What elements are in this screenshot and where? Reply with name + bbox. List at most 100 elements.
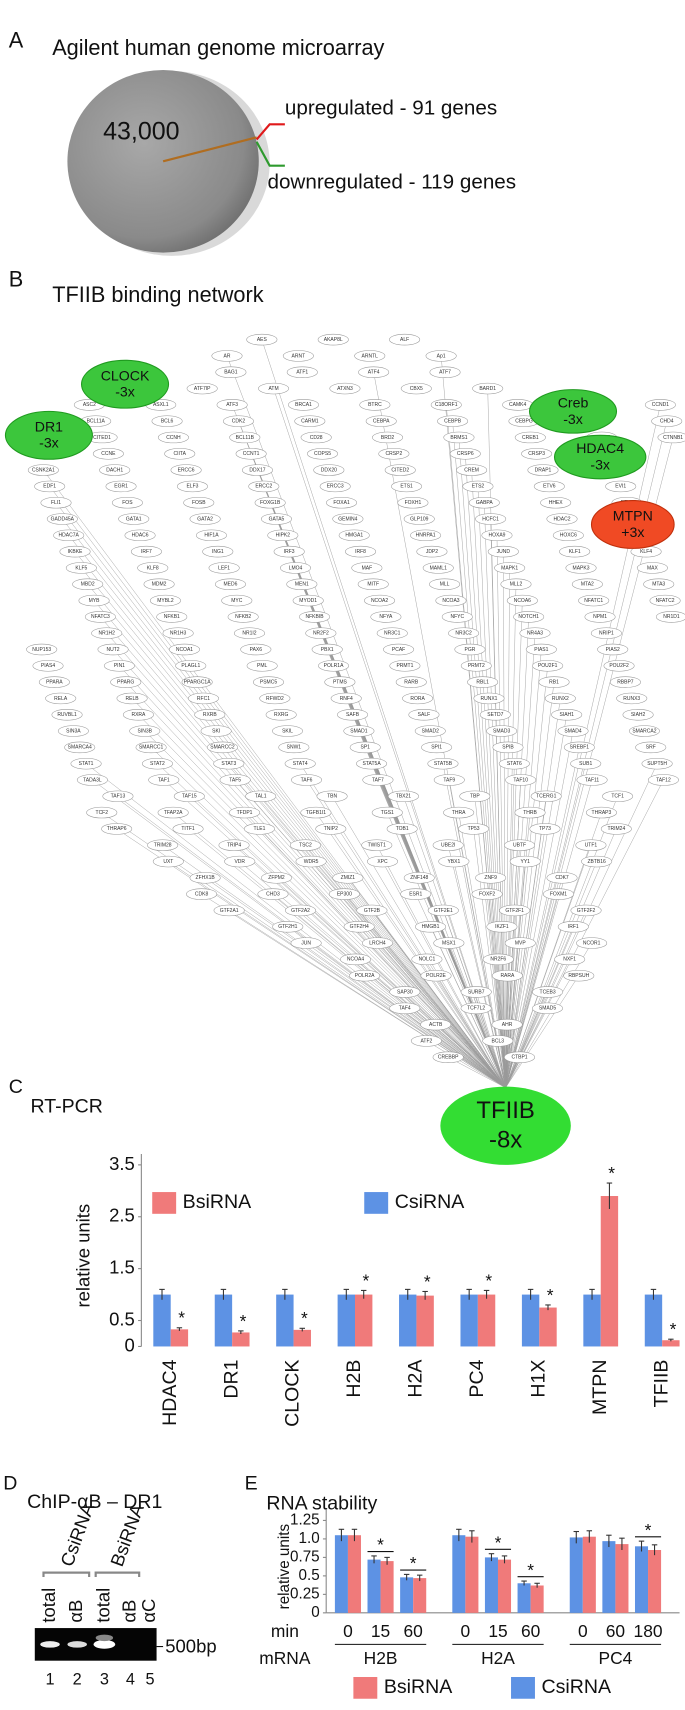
- node-label: HDAC2: [554, 516, 571, 522]
- node-label: SKIL: [282, 728, 293, 734]
- panel-title: RNA stability: [266, 1492, 377, 1514]
- edge: [331, 796, 506, 1088]
- edge: [300, 763, 506, 1088]
- node-label: JUN: [301, 940, 311, 946]
- node-label: POLR2E: [426, 973, 446, 979]
- node: [644, 399, 676, 411]
- node: [272, 725, 304, 737]
- node-label: TNIP2: [324, 826, 338, 832]
- node-label: CHD3: [266, 891, 280, 897]
- node: [481, 529, 513, 542]
- bar: [452, 1535, 466, 1613]
- edge: [435, 975, 506, 1088]
- legend-label: CsiRNA: [541, 1676, 612, 1698]
- node-label: COPS5: [314, 451, 331, 457]
- bracket: [42, 1571, 91, 1577]
- node: [361, 839, 393, 851]
- node-label: POU2F1: [538, 663, 558, 669]
- node: [38, 676, 70, 688]
- node-label: ETS1: [400, 484, 413, 490]
- node: [216, 399, 248, 411]
- node: [475, 513, 507, 525]
- edge: [505, 584, 517, 1088]
- node-label: ATF7: [439, 370, 451, 376]
- node-label: POLR2A: [355, 973, 375, 979]
- node-label: TSC2: [299, 843, 312, 849]
- node: [194, 709, 226, 721]
- node-label: CIITA: [174, 451, 187, 457]
- node: [460, 660, 492, 672]
- significance: *: [645, 1520, 652, 1540]
- node: [291, 774, 323, 786]
- edge: [273, 388, 506, 1088]
- node-label: GTF2H4: [350, 924, 369, 930]
- node-label: ZFPM2: [268, 875, 285, 881]
- node: [332, 872, 364, 884]
- node: [430, 399, 462, 411]
- node: [479, 709, 511, 721]
- node-label: ARNT: [292, 353, 306, 359]
- node: [395, 676, 427, 688]
- node-label: NCOA3: [442, 598, 459, 604]
- center-label: TFIIB: [476, 1097, 534, 1124]
- node: [359, 399, 391, 411]
- bar: [214, 1294, 233, 1347]
- group-label: PC4: [599, 1648, 633, 1668]
- node-label: KLF1: [569, 549, 581, 555]
- edge: [505, 942, 592, 1088]
- node-label: VDR: [234, 859, 245, 865]
- node-label: RXRG: [274, 712, 289, 718]
- node-label: TLE1: [253, 826, 265, 832]
- node-label: MLL2: [510, 582, 523, 588]
- y-tick-label: 0.5: [299, 1567, 320, 1584]
- node-label: NR1I2: [242, 631, 256, 637]
- y-axis-label: relative units: [73, 1204, 94, 1308]
- down-label: downregulated - 119 genes: [267, 171, 516, 194]
- node: [221, 594, 253, 607]
- node-label: THRA: [452, 810, 466, 816]
- x-tick-label: HDAC4: [159, 1359, 181, 1425]
- edge: [261, 339, 506, 1088]
- node: [371, 806, 403, 819]
- node: [538, 676, 570, 688]
- node-label: GLP109: [410, 516, 429, 522]
- node-label: CDK2: [232, 418, 246, 424]
- bar: [465, 1536, 479, 1613]
- bar: [334, 1535, 348, 1613]
- node-label: CDK7: [555, 875, 569, 881]
- node: [358, 366, 390, 378]
- node-label: YBX1: [447, 859, 460, 865]
- node-label: NR2F2: [313, 631, 329, 637]
- node-label: STAT2: [150, 761, 165, 767]
- edge: [272, 893, 506, 1088]
- node: [576, 774, 608, 786]
- edge: [503, 551, 506, 1088]
- node: [305, 627, 337, 639]
- node-label: ERCC2: [255, 484, 272, 490]
- node: [345, 545, 377, 558]
- node-label: CRSP3: [528, 451, 545, 457]
- bar: [380, 1561, 394, 1613]
- node: [448, 627, 480, 639]
- edge: [259, 828, 506, 1088]
- edge: [505, 649, 542, 1088]
- node-label: ZNF148: [410, 875, 428, 881]
- node: [590, 627, 622, 639]
- edge: [505, 959, 570, 1088]
- node: [504, 839, 536, 851]
- node-label: STAT6: [507, 761, 522, 767]
- node-label: ING1: [212, 549, 224, 555]
- node: [105, 480, 137, 493]
- node: [147, 839, 179, 851]
- node-label: PCAF: [392, 647, 405, 653]
- node: [227, 611, 259, 623]
- node-label: PBX1: [321, 647, 334, 653]
- node: [570, 757, 602, 770]
- y-tick-label: 0: [311, 1604, 319, 1621]
- node: [492, 741, 524, 754]
- node: [338, 529, 370, 542]
- highlight-label: DR1: [35, 418, 63, 434]
- node-label: UXT: [163, 859, 173, 865]
- node-label: HDAC6: [132, 533, 149, 539]
